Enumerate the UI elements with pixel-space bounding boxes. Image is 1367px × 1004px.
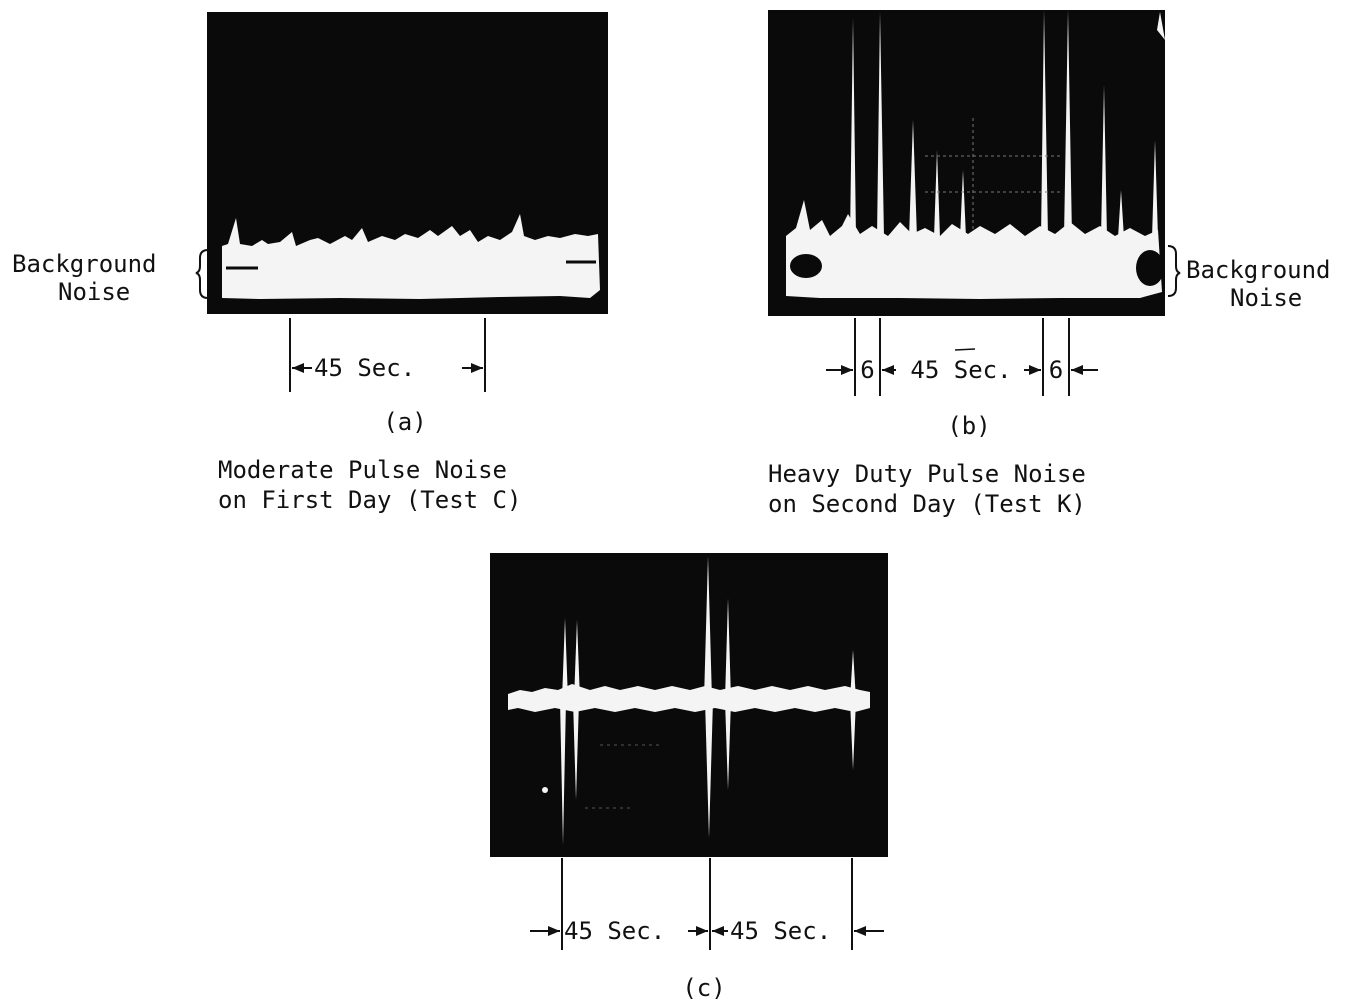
panel-b-caption-line1: Heavy Duty Pulse Noise: [768, 460, 1086, 488]
panel-c-pulse-spikes: [560, 556, 856, 845]
panel-c-interval-label-right: 45 Sec.: [730, 917, 831, 945]
panel-a-noise-band: [222, 214, 600, 299]
panel-b-short-interval-right: 6: [1049, 356, 1063, 384]
panel-c-arrow-2-head: [696, 926, 708, 936]
panel-b-band-blot-left: [790, 254, 822, 278]
panel-b-side-label-line1: Background: [1186, 256, 1331, 284]
panel-b-side-label-line2: Noise: [1230, 284, 1302, 312]
panel-b-arrow-2-head: [882, 365, 894, 375]
panel-c: 45 Sec. 45 Sec. (c): [490, 553, 888, 1002]
panel-c-trace: [508, 684, 870, 712]
panel-a-arrow-right-head: [471, 363, 483, 373]
panel-c-interval-label-left: 45 Sec.: [564, 917, 665, 945]
panel-a-brace: [195, 249, 209, 299]
panel-b-tag: (b): [947, 412, 990, 440]
panel-a-caption-line1: Moderate Pulse Noise: [218, 456, 507, 484]
panel-b-band-blot-right: [1136, 250, 1164, 286]
panel-a: Background Noise 45 Sec. (a) Moderate Pu…: [12, 12, 608, 514]
panel-b-caption-line2: on Second Day (Test K): [768, 490, 1086, 518]
panel-a-interval-label: 45 Sec.: [314, 354, 415, 382]
panel-b-interval-label: 45 Sec.: [910, 356, 1011, 384]
panel-c-arrow-4-head: [854, 926, 866, 936]
panel-a-side-label-line2: Noise: [58, 278, 130, 306]
panel-a-arrow-left-head: [292, 363, 304, 373]
panel-b-overline-mark: [954, 348, 976, 351]
panel-b-short-interval-left: 6: [860, 356, 874, 384]
panel-b-noise-band: [786, 200, 1162, 299]
panel-b: Background Noise 6 45 Sec. 6 (b) Heavy D…: [768, 10, 1331, 518]
panel-b-arrow-1-head: [841, 365, 853, 375]
panel-c-tag: (c): [682, 974, 725, 1002]
panel-b-pulse-spikes: [850, 10, 1165, 238]
panel-b-brace: [1167, 245, 1181, 297]
panel-b-arrow-4-head: [1071, 365, 1083, 375]
panel-c-arrow-3-head: [712, 926, 724, 936]
panel-b-arrow-3-head: [1029, 365, 1041, 375]
panel-a-tag: (a): [383, 408, 426, 436]
panel-a-caption-line2: on First Day (Test C): [218, 486, 521, 514]
panel-a-side-label-line1: Background: [12, 250, 157, 278]
panel-c-speckle: [542, 787, 548, 793]
panel-c-arrow-1-head: [548, 926, 560, 936]
